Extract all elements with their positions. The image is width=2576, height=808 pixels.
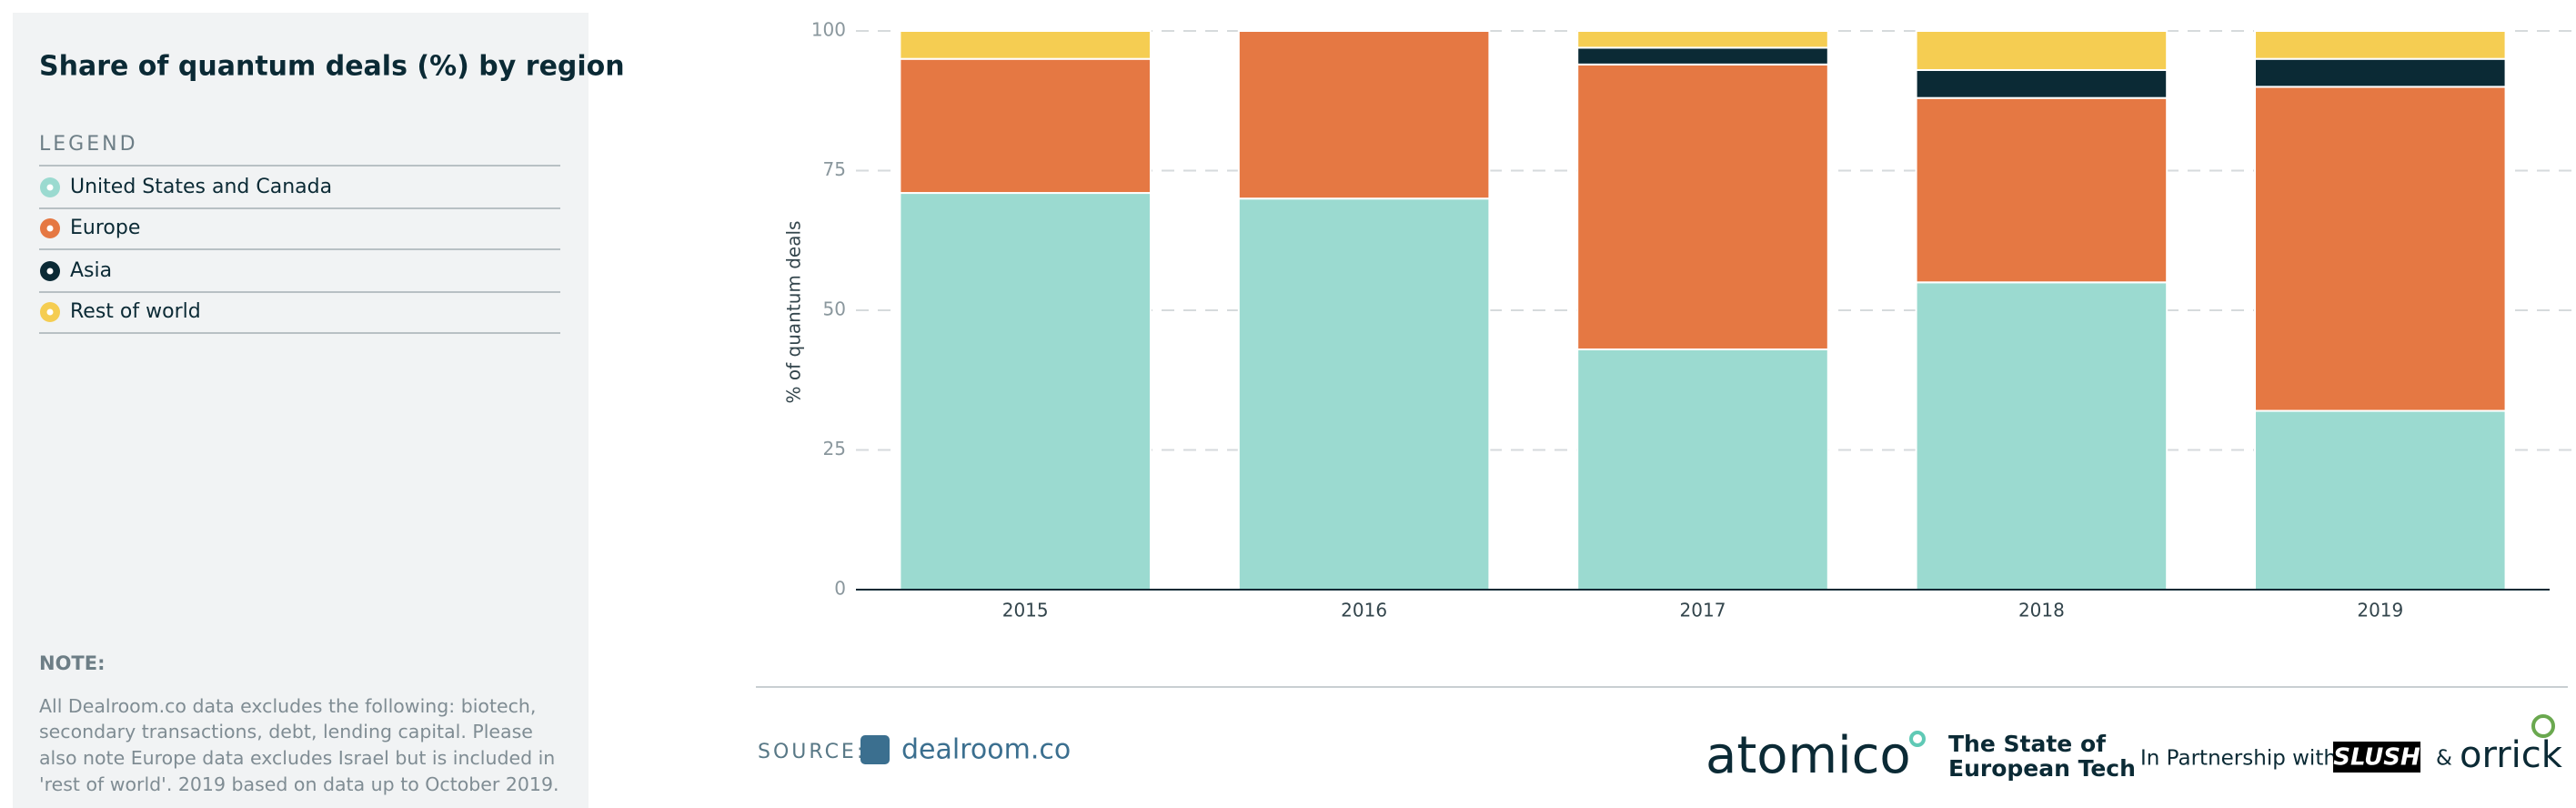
bar-segment [2254,30,2507,60]
bar-segment [899,57,1152,195]
x-tick-label: 2019 [2357,600,2403,621]
partner1: SLUSH [2333,744,2420,772]
bar-segment [1576,30,1829,49]
brand-dot [1909,731,1926,747]
x-tick-label: 2016 [1341,600,1387,621]
chart-title: Share of quantum deals (%) by region [39,51,625,83]
dealroom-icon [860,735,890,764]
legend-title: LEGEND [39,133,138,156]
source: dealroom.co [901,734,1071,766]
note-line: also note Europe data excludes Israel bu… [39,747,555,769]
y-tick-label: 75 [823,158,846,180]
bar-segment [1576,46,1829,66]
x-tick-label: 2017 [1680,600,1726,621]
y-tick-label: 25 [823,438,846,460]
note-line: 'rest of world'. 2019 based on data up t… [39,773,559,795]
legend-marker-dot [46,268,54,275]
bar-segment [1915,68,2168,99]
bar-segment [1915,30,2168,71]
bar-segment [899,30,1152,60]
note-line: All Dealroom.co data excludes the follow… [39,695,536,717]
partnership: In Partnership with [2140,747,2337,771]
legend-entry: Rest of world [70,300,201,323]
x-tick-label: 2018 [2018,600,2065,621]
bar-segment [2254,409,2507,591]
partner2: orrick [2460,734,2563,776]
y-tick-label: 50 [823,298,846,320]
legend-entry: Europe [70,217,140,239]
source-label: SOURCE: [758,741,866,763]
legend-entry: Asia [70,259,112,282]
amp: & [2436,747,2452,771]
x-tick-label: 2015 [1002,600,1049,621]
note-title: NOTE: [39,652,106,674]
legend-marker-dot [46,308,54,316]
legend-marker-dot [46,184,54,191]
legend-entry: United States and Canada [70,176,332,198]
bar-segment [2254,86,2507,412]
y-tick-label: 100 [811,19,846,41]
bar-segment [1915,96,2168,284]
bar-segment [1237,30,1491,200]
bar-segment [2254,57,2507,88]
partner1-box [2333,742,2420,773]
report-line: The State of [1948,731,2107,757]
report-line: European Tech [1948,755,2136,782]
y-axis-label: % of quantum deals [783,221,805,404]
brand: atomico [1706,726,1911,785]
bar-segment [1237,197,1491,591]
note-line: secondary transactions, debt, lending ca… [39,721,533,742]
bar-segment [1915,281,2168,591]
y-tick-label: 0 [834,578,846,600]
bar-segment [1576,63,1829,350]
bar-segment [1576,348,1829,591]
bar-segment [899,192,1152,591]
partner2-mark [2531,714,2555,738]
legend-marker-dot [46,225,54,232]
sidebar [13,13,589,808]
